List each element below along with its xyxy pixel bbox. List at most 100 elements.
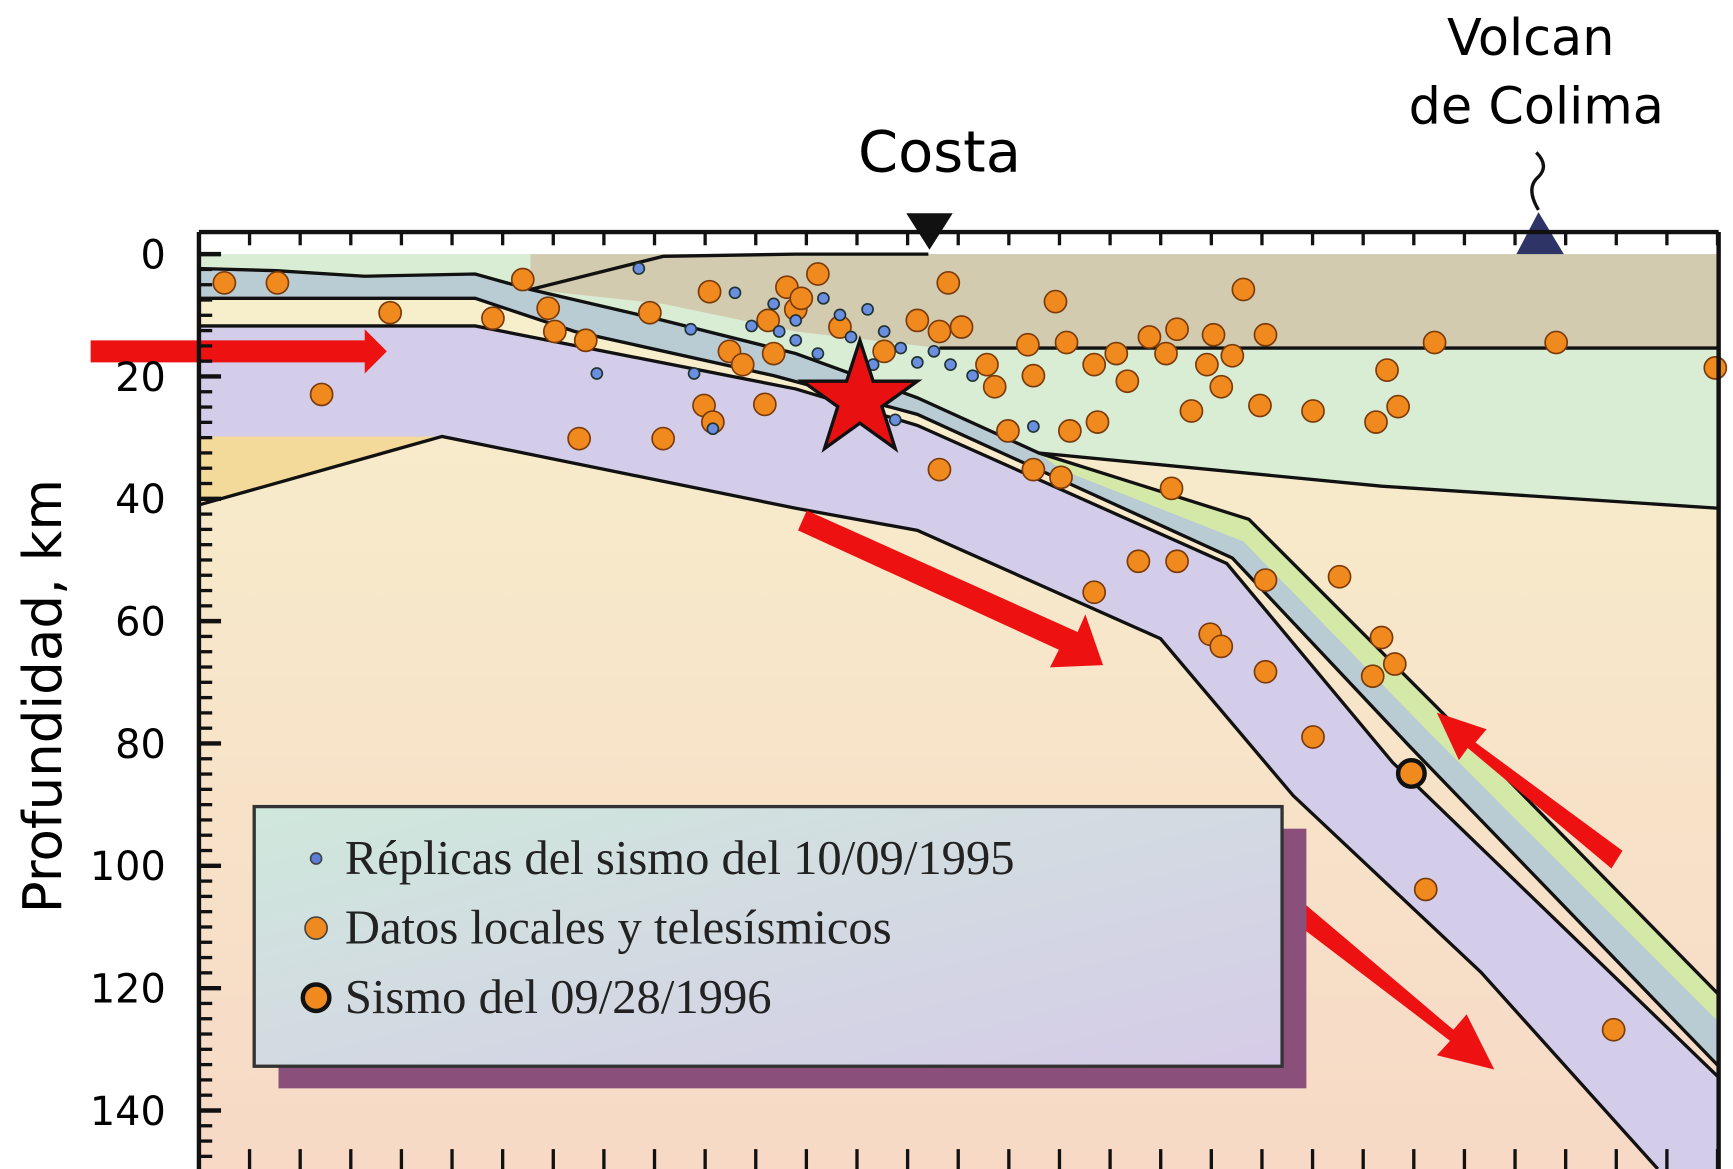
event-dot bbox=[1253, 568, 1278, 592]
event-dot bbox=[1137, 325, 1162, 349]
aftershock-dot bbox=[1027, 420, 1040, 433]
event-dot bbox=[1054, 330, 1079, 355]
event-dot bbox=[1386, 394, 1410, 419]
cross-section bbox=[90, 151, 1728, 1169]
aftershock-dot bbox=[728, 286, 742, 300]
y-tick-label: 140 bbox=[90, 1089, 166, 1135]
volcano-label: de Colima bbox=[1409, 77, 1664, 136]
event-dot bbox=[982, 374, 1007, 399]
aftershock-dot bbox=[745, 319, 758, 333]
event-dot bbox=[697, 279, 722, 304]
aftershock-dot bbox=[888, 413, 902, 427]
y-tick-label: 100 bbox=[90, 844, 166, 890]
event-dot bbox=[927, 457, 952, 482]
event-dot bbox=[1082, 352, 1107, 377]
aftershock-dot bbox=[817, 291, 830, 305]
event-dot bbox=[1015, 332, 1040, 357]
event-dot bbox=[1165, 549, 1189, 574]
event-dot bbox=[1231, 277, 1256, 302]
event-dot bbox=[1248, 393, 1272, 418]
aftershock-dot bbox=[811, 347, 825, 360]
event-dot bbox=[1195, 352, 1219, 377]
aftershock-dot bbox=[894, 341, 908, 355]
event-dot bbox=[1057, 419, 1082, 443]
axis-label: Profundidad, km bbox=[12, 479, 74, 913]
aftershock-dot bbox=[944, 358, 957, 371]
legend-label: Datos locales y telesísmicos bbox=[345, 901, 892, 955]
event-dot bbox=[536, 296, 561, 321]
aftershock-dot bbox=[844, 330, 858, 344]
event-dot bbox=[761, 341, 786, 366]
event-dot bbox=[1253, 659, 1278, 684]
event-dot bbox=[805, 262, 830, 286]
y-axis: 0 20 40 60 80 100 120 140 bbox=[90, 232, 1720, 1169]
event-dot bbox=[936, 270, 961, 295]
event-dot bbox=[1364, 410, 1388, 434]
aftershock-dot bbox=[789, 333, 803, 347]
aftershock-dot bbox=[877, 325, 891, 338]
y-tick-label: 20 bbox=[115, 355, 166, 401]
event-dot bbox=[1021, 363, 1046, 388]
event-dot bbox=[975, 352, 999, 377]
event-dot bbox=[1601, 1017, 1626, 1042]
aftershock-dot bbox=[833, 308, 847, 322]
event-dot bbox=[789, 286, 814, 311]
event-dot bbox=[637, 300, 662, 325]
coast-label: Costa bbox=[858, 118, 1021, 185]
event-dot bbox=[1703, 356, 1728, 380]
aftershock-dot bbox=[966, 369, 979, 383]
legend-marker bbox=[309, 852, 323, 865]
event-dot bbox=[1327, 564, 1352, 589]
event-dot bbox=[378, 300, 403, 325]
event-dot bbox=[1115, 369, 1140, 394]
event-dot bbox=[1082, 580, 1107, 605]
event-dot bbox=[265, 270, 290, 295]
event-dot bbox=[567, 426, 592, 451]
legend: Réplicas del sismo del 10/09/1995 Datos l… bbox=[300, 831, 1015, 1024]
event-dot bbox=[756, 308, 781, 333]
y-tick-label: 120 bbox=[90, 967, 166, 1013]
event-dot bbox=[309, 382, 334, 407]
event-dot bbox=[752, 392, 777, 417]
event-dot bbox=[1413, 877, 1438, 902]
event-dot bbox=[1422, 330, 1447, 355]
event-dot bbox=[1159, 476, 1184, 501]
event-dot bbox=[1253, 322, 1278, 347]
event-dot bbox=[1154, 341, 1178, 366]
legend-marker bbox=[304, 916, 328, 941]
y-tick-label: 40 bbox=[115, 477, 166, 523]
event-dot bbox=[481, 306, 505, 331]
event-dot bbox=[1043, 289, 1068, 314]
aftershock-dot bbox=[687, 367, 701, 380]
event-dot bbox=[1375, 358, 1399, 383]
aftershock-dot bbox=[772, 325, 786, 338]
event-dot bbox=[1220, 343, 1245, 368]
event-dot bbox=[1085, 410, 1110, 434]
event-dot bbox=[1301, 399, 1325, 423]
aftershock-dot bbox=[590, 367, 604, 380]
volcano-label: Volcan bbox=[1447, 8, 1614, 67]
legend-marker bbox=[300, 982, 332, 1014]
event-dot bbox=[212, 270, 237, 295]
event-dot bbox=[1209, 634, 1234, 659]
event-dot bbox=[651, 426, 676, 451]
legend-label: Sismo del 09/28/1996 bbox=[345, 970, 772, 1024]
event-dot bbox=[1165, 317, 1189, 342]
event-dot bbox=[1209, 374, 1234, 399]
event-dot bbox=[1104, 341, 1129, 366]
event-dot bbox=[1201, 322, 1226, 347]
y-tick-label: 80 bbox=[115, 722, 166, 768]
event-dot bbox=[510, 267, 535, 292]
aftershock-dot bbox=[789, 314, 803, 327]
event-dot bbox=[1301, 725, 1325, 749]
event-dot bbox=[730, 352, 755, 377]
event-dot bbox=[949, 315, 974, 339]
aftershock-dot bbox=[910, 356, 924, 369]
event-dot bbox=[1369, 625, 1394, 650]
event-dot bbox=[996, 419, 1020, 443]
event-dot bbox=[1360, 664, 1385, 689]
event-dot bbox=[1126, 549, 1151, 574]
event-dot bbox=[573, 328, 598, 353]
aftershock-dot bbox=[861, 303, 874, 316]
